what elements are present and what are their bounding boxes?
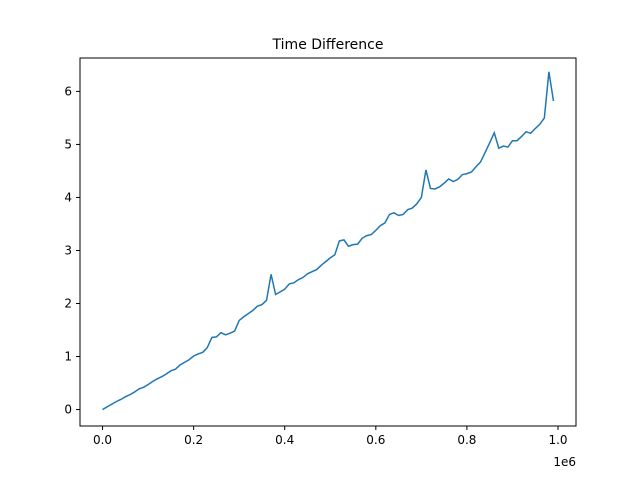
y-tick-label: 4: [64, 190, 72, 204]
x-tick-label: 0.0: [93, 433, 112, 447]
line-series: [102, 71, 555, 411]
chart-title: Time Difference: [272, 37, 384, 53]
y-tick-label: 1: [64, 350, 72, 364]
x-offset-label: 1e6: [553, 455, 576, 469]
x-tick-label: 1.0: [548, 433, 567, 447]
y-tick-label: 6: [64, 84, 72, 98]
y-tick-label: 3: [64, 243, 72, 257]
y-tick-label: 0: [64, 403, 72, 417]
axes-frame: [79, 57, 577, 427]
x-tick-label: 0.6: [366, 433, 385, 447]
x-tick-label: 0.2: [184, 433, 203, 447]
y-tick-label: 2: [64, 297, 72, 311]
x-tick-label: 0.4: [275, 433, 294, 447]
y-tick-label: 5: [64, 137, 72, 151]
x-tick-label: 0.8: [457, 433, 476, 447]
